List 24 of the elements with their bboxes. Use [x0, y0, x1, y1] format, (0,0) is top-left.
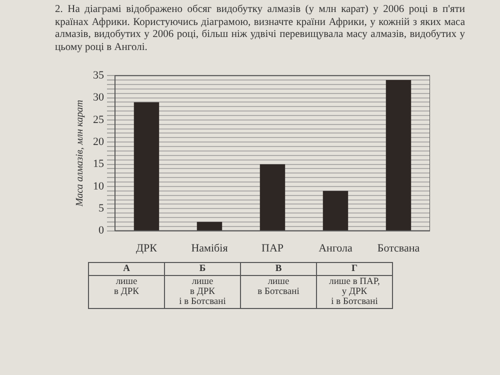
text: Б лише в ДРК і в Ботсвані — [179, 264, 226, 307]
text: Г лише в ПАР, у ДРК і в Ботсвані — [329, 264, 380, 307]
bar — [260, 164, 286, 230]
x-tick-label: Намібія — [191, 242, 228, 254]
y-tick-label: 5 — [98, 202, 104, 215]
y-tick-label: 35 — [93, 69, 104, 82]
chart-title: 2. На діаграмі відображено обсяг видобутку алмазів (у млн карат) у 2006 році в п'яти країнах Африки. Користуючись діаграмою, визначте країни Африки, у кожній з яких маса алмазів, видобутих у 2006 році, більш ніж удвічі перевищувала масу алмазів, видобутих у цьому році в Анголі. — [55, 4, 465, 54]
bar — [386, 80, 412, 230]
y-tick-label: 10 — [93, 180, 104, 192]
x-tick-label: Ангола — [318, 242, 353, 254]
y-tick-label: 25 — [93, 114, 104, 126]
bar — [196, 222, 222, 230]
x-tick-label: Ботсвана — [377, 242, 420, 254]
text: А лише в ДРК — [114, 264, 139, 297]
bar — [134, 102, 160, 230]
y-tick-label: 15 — [93, 158, 104, 170]
y-tick-label: 30 — [93, 92, 104, 104]
x-tick-label: ПАР — [261, 242, 284, 254]
bar — [322, 190, 348, 230]
y-axis-title: Маса алмазів, млн карат — [74, 100, 86, 208]
x-tick-label: ДРК — [136, 242, 158, 254]
y-tick-label: 0 — [98, 224, 104, 237]
y-tick-label: 20 — [93, 136, 104, 148]
text: В лише в Ботсвані — [258, 264, 300, 297]
